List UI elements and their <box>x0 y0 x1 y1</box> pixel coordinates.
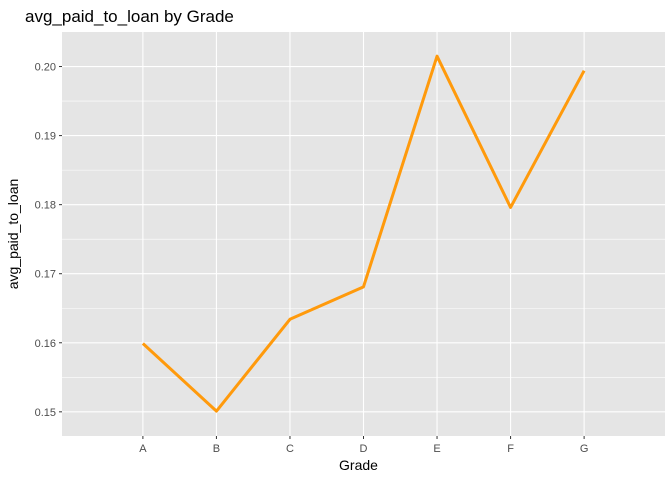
y-tick-label: 0.18 <box>35 200 56 212</box>
y-tick-label: 0.20 <box>35 62 56 74</box>
major-gridlines <box>62 32 665 436</box>
x-axis: A B C D E F G <box>139 436 588 455</box>
x-tick-label: A <box>139 443 147 455</box>
x-tick-label: C <box>286 443 294 455</box>
x-tick-label: F <box>507 443 514 455</box>
chart-title: avg_paid_to_loan by Grade <box>25 7 234 26</box>
x-axis-title: Grade <box>339 457 378 473</box>
y-tick-label: 0.16 <box>35 338 56 350</box>
x-tick-label: B <box>213 443 220 455</box>
x-tick-label: E <box>433 443 440 455</box>
x-tick-label: D <box>360 443 368 455</box>
series-line <box>141 54 586 413</box>
series-layer <box>141 54 586 413</box>
y-axis: 0.15 0.16 0.17 0.18 0.19 0.20 <box>35 62 62 419</box>
y-axis-title: avg_paid_to_loan <box>5 179 21 290</box>
y-tick-label: 0.15 <box>35 407 56 419</box>
y-tick-label: 0.19 <box>35 131 56 143</box>
x-tick-label: G <box>580 443 589 455</box>
y-tick-label: 0.17 <box>35 269 56 281</box>
